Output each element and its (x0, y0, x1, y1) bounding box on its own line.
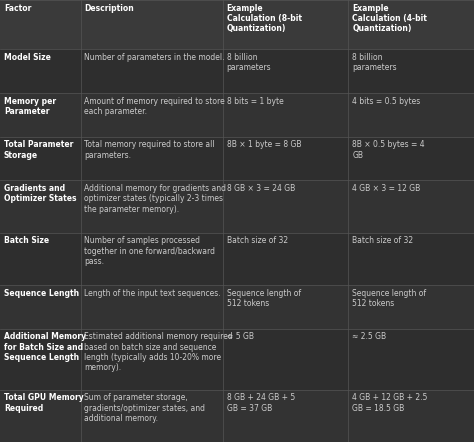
Bar (0, 285, 474, 328)
Text: 8 billion
parameters: 8 billion parameters (352, 53, 397, 72)
Bar (0, 390, 474, 442)
Text: Total memory required to store all
parameters.: Total memory required to store all param… (84, 140, 215, 160)
Text: Factor: Factor (4, 4, 31, 12)
Text: Description: Description (84, 4, 134, 12)
Text: 4 bits = 0.5 bytes: 4 bits = 0.5 bytes (352, 97, 420, 106)
Text: Sequence Length: Sequence Length (4, 289, 79, 297)
Text: Gradients and
Optimizer States: Gradients and Optimizer States (4, 184, 76, 203)
Text: 8 bits = 1 byte: 8 bits = 1 byte (227, 97, 283, 106)
Text: Memory per
Parameter: Memory per Parameter (4, 97, 56, 116)
Text: Estimated additional memory required
based on batch size and sequence
length (ty: Estimated additional memory required bas… (84, 332, 233, 372)
Text: Sequence length of
512 tokens: Sequence length of 512 tokens (352, 289, 426, 308)
Text: 8B × 0.5 bytes = 4
GB: 8B × 0.5 bytes = 4 GB (352, 140, 425, 160)
Bar (0, 180, 474, 232)
Text: ≈ 5 GB: ≈ 5 GB (227, 332, 254, 341)
Text: Amount of memory required to store
each parameter.: Amount of memory required to store each … (84, 97, 225, 116)
Text: 4 GB + 12 GB + 2.5
GB = 18.5 GB: 4 GB + 12 GB + 2.5 GB = 18.5 GB (352, 393, 428, 412)
Text: Number of samples processed
together in one forward/backward
pass.: Number of samples processed together in … (84, 236, 215, 266)
Bar (0, 0, 474, 50)
Text: 8B × 1 byte = 8 GB: 8B × 1 byte = 8 GB (227, 140, 301, 149)
Text: Sequence length of
512 tokens: Sequence length of 512 tokens (227, 289, 301, 308)
Text: Total Parameter
Storage: Total Parameter Storage (4, 140, 73, 160)
Text: 8 GB + 24 GB + 5
GB = 37 GB: 8 GB + 24 GB + 5 GB = 37 GB (227, 393, 295, 412)
Text: Model Size: Model Size (4, 53, 51, 62)
Bar (0, 50, 474, 93)
Text: Example
Calculation (8-bit
Quantization): Example Calculation (8-bit Quantization) (227, 4, 301, 33)
Bar (0, 93, 474, 137)
Text: Batch size of 32: Batch size of 32 (352, 236, 413, 245)
Text: 4 GB × 3 = 12 GB: 4 GB × 3 = 12 GB (352, 184, 420, 193)
Bar (0, 328, 474, 390)
Bar (0, 232, 474, 285)
Text: Sum of parameter storage,
gradients/optimizer states, and
additional memory.: Sum of parameter storage, gradients/opti… (84, 393, 205, 423)
Bar (0, 137, 474, 180)
Text: 8 billion
parameters: 8 billion parameters (227, 53, 271, 72)
Text: Total GPU Memory
Required: Total GPU Memory Required (4, 393, 83, 412)
Text: Batch size of 32: Batch size of 32 (227, 236, 288, 245)
Text: Length of the input text sequences.: Length of the input text sequences. (84, 289, 221, 297)
Text: Number of parameters in the model.: Number of parameters in the model. (84, 53, 225, 62)
Text: Additional memory for gradients and
optimizer states (typically 2-3 times
the pa: Additional memory for gradients and opti… (84, 184, 227, 213)
Text: Example
Calculation (4-bit
Quantization): Example Calculation (4-bit Quantization) (352, 4, 427, 33)
Text: ≈ 2.5 GB: ≈ 2.5 GB (352, 332, 386, 341)
Text: Batch Size: Batch Size (4, 236, 49, 245)
Text: 8 GB × 3 = 24 GB: 8 GB × 3 = 24 GB (227, 184, 295, 193)
Text: Additional Memory
for Batch Size and
Sequence Length: Additional Memory for Batch Size and Seq… (4, 332, 86, 362)
